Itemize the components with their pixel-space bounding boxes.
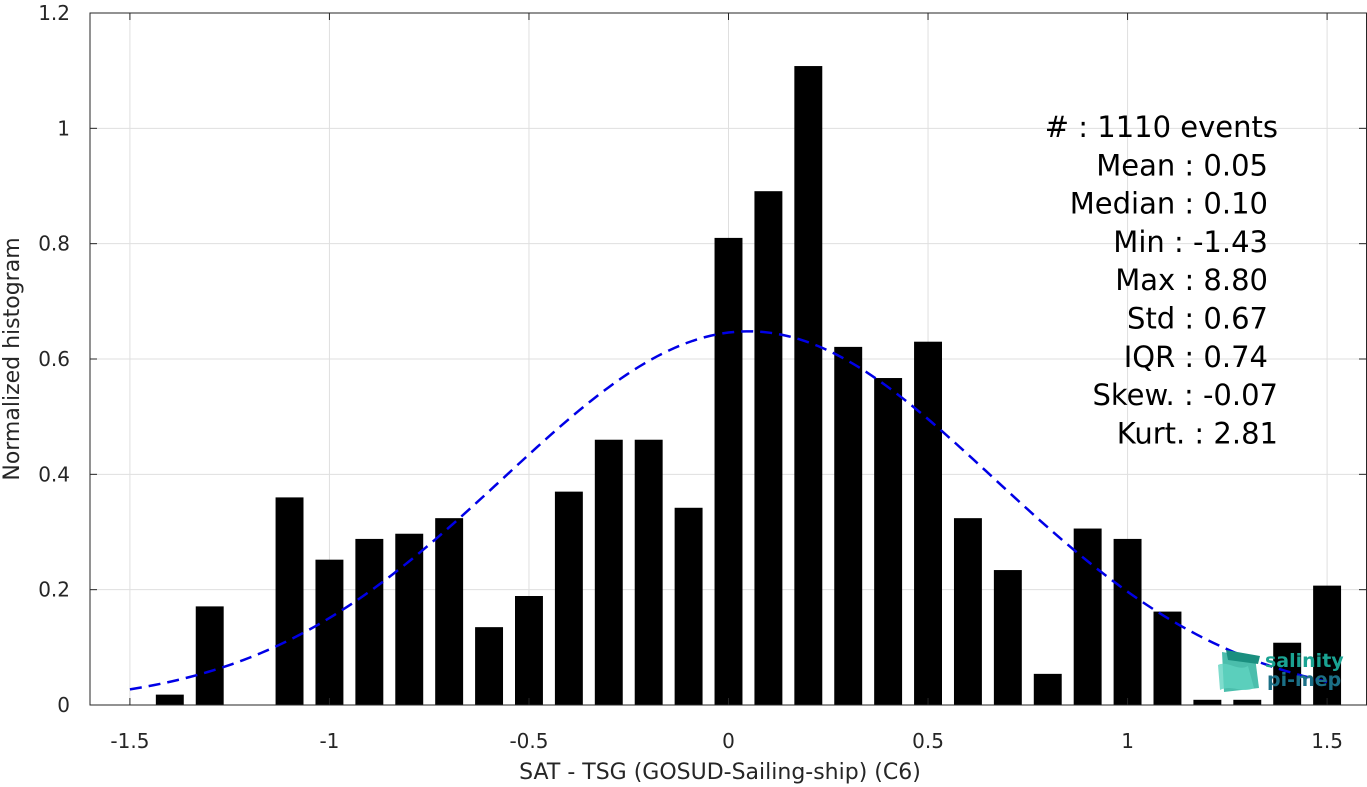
gaussian-fit-curve: [129, 330, 1328, 691]
y-tick-label: 0.6: [38, 347, 70, 371]
salinity-pimep-logo: salinity pi-mep: [1218, 650, 1344, 692]
y-tick-label: 0.4: [38, 462, 70, 486]
histogram-bar: [993, 570, 1022, 705]
stats-line: Median : 0.10: [1070, 187, 1268, 221]
histogram-bars: [155, 66, 1342, 705]
histogram-bar: [834, 346, 863, 705]
histogram-bar: [874, 378, 903, 705]
histogram-bar: [594, 439, 623, 705]
x-tick-label: -0.5: [509, 729, 548, 753]
y-tick-label: 0.8: [38, 232, 70, 256]
histogram-bar: [475, 627, 504, 705]
histogram-bar: [714, 237, 743, 705]
x-tick-label: 0: [722, 729, 735, 753]
stats-line: Skew. : -0.07: [1092, 378, 1278, 412]
y-tick-label: 1.2: [38, 1, 70, 25]
histogram-bar: [195, 606, 224, 705]
histogram-bar: [794, 66, 823, 705]
histogram-bar: [315, 559, 344, 705]
histogram-bar: [914, 341, 942, 705]
histogram-bar: [1073, 528, 1102, 705]
histogram-bar: [395, 533, 424, 705]
histogram-bar: [155, 694, 184, 705]
y-tick-label: 1: [57, 116, 70, 140]
logo-text-pimep: pi-mep: [1267, 669, 1341, 691]
x-tick-label: 0.5: [912, 729, 944, 753]
x-tick-label: -1: [319, 729, 339, 753]
histogram-bar: [1153, 611, 1182, 705]
histogram-bar: [1193, 699, 1222, 705]
histogram-bar: [1273, 642, 1302, 705]
histogram-bar: [1233, 699, 1262, 705]
stats-line: # : 1110 events: [1045, 110, 1278, 144]
x-tick-label: 1.5: [1311, 729, 1343, 753]
stats-line: Min : -1.43: [1113, 225, 1268, 259]
histogram-bar: [634, 439, 663, 705]
statistics-annotation: # : 1110 events Mean : 0.05 Median : 0.10 M…: [1045, 110, 1278, 450]
stats-line: Max : 8.80: [1115, 263, 1268, 297]
y-axis-label: Normalized histogram: [0, 237, 25, 480]
logo-text-salinity: salinity: [1265, 650, 1344, 672]
histogram-bar: [1113, 538, 1142, 705]
histogram-bar: [275, 497, 304, 705]
x-tick-label: -1.5: [110, 729, 149, 753]
histogram-bar: [554, 491, 583, 705]
histogram-bar: [435, 518, 464, 705]
stats-line: Mean : 0.05: [1096, 148, 1268, 182]
histogram-bar: [1313, 585, 1342, 705]
histogram-bar: [754, 191, 783, 705]
y-tick-label: 0.2: [38, 578, 70, 602]
histogram-bar: [1033, 673, 1062, 705]
axis-ticks: -1.5 -1 -0.5 0 0.5 1 1.5 0 0.2 0.4 0.6 0.8 1 1.2: [38, 1, 1366, 753]
histogram-bar: [515, 596, 543, 705]
wave-logo-icon: [1218, 650, 1260, 692]
histogram-bar: [953, 518, 982, 705]
y-tick-label: 0: [57, 693, 70, 717]
x-tick-label: 1: [1121, 729, 1134, 753]
x-axis-label: SAT - TSG (GOSUD-Sailing-ship) (C6): [519, 760, 921, 785]
stats-line: Std : 0.67: [1127, 302, 1268, 336]
stats-line: IQR : 0.74: [1124, 340, 1268, 374]
stats-line: Kurt. : 2.81: [1117, 416, 1278, 450]
histogram-bar: [355, 538, 384, 705]
histogram-bar: [674, 507, 703, 705]
